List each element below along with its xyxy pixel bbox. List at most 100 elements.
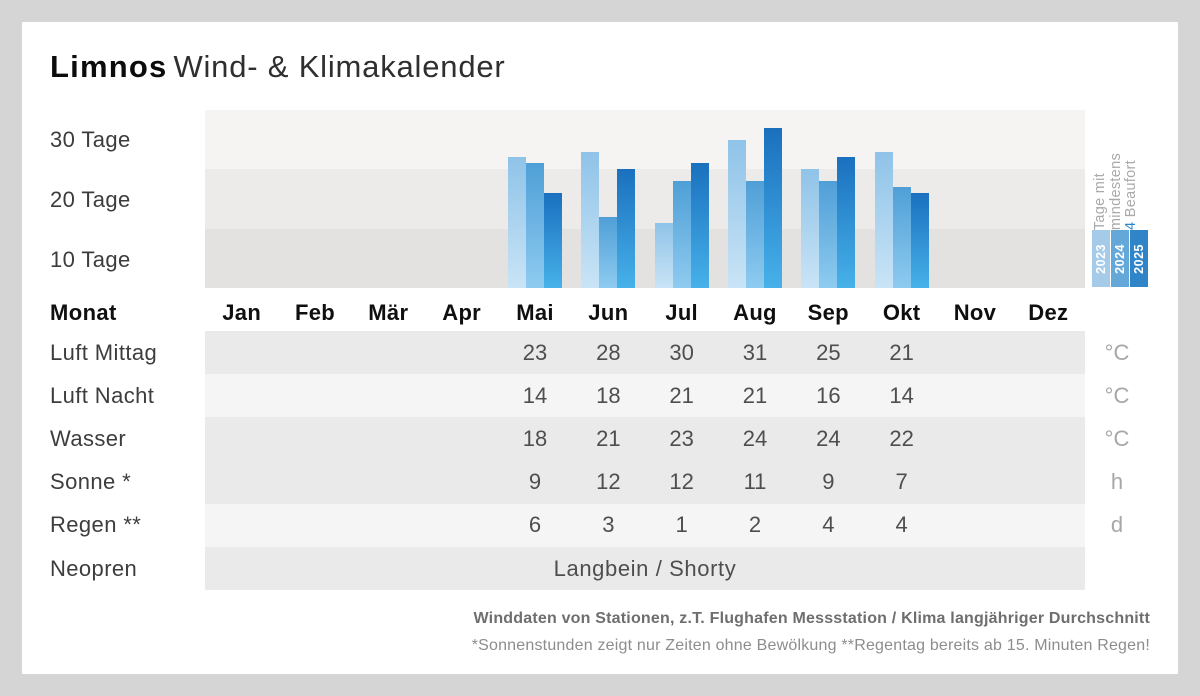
y-axis-tick-30: 30 Tage xyxy=(50,127,131,152)
table-row-wasser: Wasser 18 21 23 24 24 22 °C xyxy=(22,417,1178,461)
cell-wasser-aug: 24 xyxy=(742,425,768,451)
cell-luft-mittag-aug: 31 xyxy=(742,339,768,365)
row-label: Sonne * xyxy=(50,469,132,495)
row-unit: °C xyxy=(1104,425,1130,451)
month-label-apr: Apr xyxy=(442,300,482,325)
cell-luft-mittag-mai: 23 xyxy=(522,339,548,365)
cell-luft-mittag-okt: 21 xyxy=(889,339,914,365)
row-label: Regen ** xyxy=(50,512,142,538)
legend-year-2023: 2023 xyxy=(1092,230,1110,287)
cell-luft-nacht-sep: 16 xyxy=(816,382,841,408)
bar-2025-aug xyxy=(764,127,782,288)
cell-luft-nacht-jun: 18 xyxy=(596,382,621,408)
table-row-luft-mittag: Luft Mittag 23 28 30 31 25 21 °C xyxy=(22,331,1178,375)
row-background xyxy=(205,546,1085,591)
bar-2025-jun xyxy=(617,169,636,288)
cell-sonne-jun: 12 xyxy=(596,469,621,495)
wind-bar-chart xyxy=(205,110,1085,288)
cell-wasser-jul: 23 xyxy=(669,425,694,451)
month-label-okt: Okt xyxy=(882,300,921,325)
cell-luft-nacht-jul: 21 xyxy=(669,382,694,408)
cell-regen-mai: 6 xyxy=(528,512,542,538)
bar-2024-jul xyxy=(672,181,691,288)
row-unit: d xyxy=(1110,512,1124,538)
month-label-jan: Jan xyxy=(222,300,262,325)
month-label-jul: Jul xyxy=(665,300,698,325)
row-label: Luft Nacht xyxy=(50,382,155,408)
row-label: Neopren xyxy=(50,555,138,581)
chart-band-20-30 xyxy=(205,110,1085,170)
title-text: Wind- & Klimakalender xyxy=(173,49,506,84)
cell-luft-nacht-aug: 21 xyxy=(742,382,768,408)
row-label: Wasser xyxy=(50,425,127,451)
y-axis-tick-20: 20 Tage xyxy=(50,187,131,212)
bar-2023-jul xyxy=(654,222,673,288)
legend-line-2: mindestens xyxy=(1107,152,1124,230)
bar-2025-sep xyxy=(837,157,856,288)
month-label-sep: Sep xyxy=(807,300,849,325)
cell-wasser-sep: 24 xyxy=(816,425,841,451)
legend-year-label: 2025 xyxy=(1132,243,1146,274)
month-label-nov: Nov xyxy=(953,300,997,325)
month-label-aug: Aug xyxy=(733,300,777,325)
bar-2024-sep xyxy=(819,181,838,288)
cell-luft-mittag-sep: 25 xyxy=(816,339,841,365)
row-background xyxy=(205,460,1085,504)
cell-luft-mittag-jun: 28 xyxy=(596,339,621,365)
chart-legend-title: Tage mit mindestens 4 Beaufort xyxy=(1092,104,1140,230)
bar-2025-okt xyxy=(910,193,929,288)
cell-wasser-okt: 22 xyxy=(889,425,914,451)
climate-table: Luft Mittag 23 28 30 31 25 21 °C Luft Nacht 14 18 2… xyxy=(22,331,1178,591)
cell-regen-okt: 4 xyxy=(895,512,908,538)
bar-2024-okt xyxy=(892,187,911,288)
page-title: Limnos Wind- & Klimakalender xyxy=(50,49,506,85)
cell-wasser-mai: 18 xyxy=(522,425,548,451)
row-background xyxy=(205,503,1085,547)
row-label: Luft Mittag xyxy=(50,339,158,365)
legend-line-3: 4 Beaufort xyxy=(1123,160,1140,230)
y-axis-tick-10: 10 Tage xyxy=(50,247,131,272)
row-unit: h xyxy=(1110,469,1124,495)
month-label-feb: Feb xyxy=(294,300,335,325)
chart-band-10-20 xyxy=(205,169,1085,229)
bar-2023-mai xyxy=(508,157,526,288)
bar-2023-aug xyxy=(728,139,746,288)
cell-sonne-okt: 7 xyxy=(895,469,908,495)
table-row-regen: Regen ** 6 3 1 2 4 4 d xyxy=(22,503,1178,547)
row-background xyxy=(205,417,1085,461)
legend-year-label: 2024 xyxy=(1113,243,1127,274)
row-unit: °C xyxy=(1104,382,1130,408)
legend-year-2024: 2024 xyxy=(1111,230,1129,287)
month-label-dez: Dez xyxy=(1028,300,1069,325)
month-label-m-r: Mär xyxy=(368,300,409,325)
bar-2025-jul xyxy=(690,163,709,288)
month-header-row: Jan Feb Mär Apr Mai Jun Jul Aug Sep Okt Nov Dez xyxy=(205,296,1085,330)
cell-luft-mittag-jul: 30 xyxy=(669,339,694,365)
chart-band-0-10 xyxy=(205,228,1085,288)
legend-beaufort-word: Beaufort xyxy=(1123,160,1139,218)
bar-2023-sep xyxy=(801,169,820,288)
cell-luft-nacht-okt: 14 xyxy=(889,382,914,408)
bar-2023-okt xyxy=(874,151,893,288)
table-row-neopren: Neopren Langbein / Shorty xyxy=(22,546,1178,591)
table-row-sonne: Sonne * 9 12 12 11 9 7 h xyxy=(22,460,1178,504)
bar-2024-mai xyxy=(526,163,544,288)
legend-line-1: Tage mit xyxy=(1092,172,1108,230)
legend-year-swatches: 2023 2024 2025 xyxy=(1092,230,1149,287)
legend-year-label: 2023 xyxy=(1094,243,1108,274)
cell-regen-aug: 2 xyxy=(748,512,762,538)
calendar-card: Limnos Wind- & Klimakalender 30 Tage 20 T… xyxy=(22,22,1178,674)
month-row-label: Monat xyxy=(50,300,117,325)
row-background xyxy=(205,331,1085,375)
month-label-mai: Mai xyxy=(516,300,554,325)
legend-year-2025: 2025 xyxy=(1130,230,1148,287)
cell-sonne-jul: 12 xyxy=(669,469,694,495)
row-span-value: Langbein / Shorty xyxy=(553,555,737,581)
footer-asterisk-line: *Sonnenstunden zeigt nur Zeiten ohne Bew… xyxy=(471,637,1150,654)
legend-beaufort-number: 4 xyxy=(1123,221,1139,230)
cell-sonne-aug: 11 xyxy=(743,469,767,495)
table-row-luft-nacht: Luft Nacht 14 18 21 21 16 14 °C xyxy=(22,374,1178,418)
cell-regen-jun: 3 xyxy=(602,512,615,538)
brand-name: Limnos xyxy=(50,49,168,84)
